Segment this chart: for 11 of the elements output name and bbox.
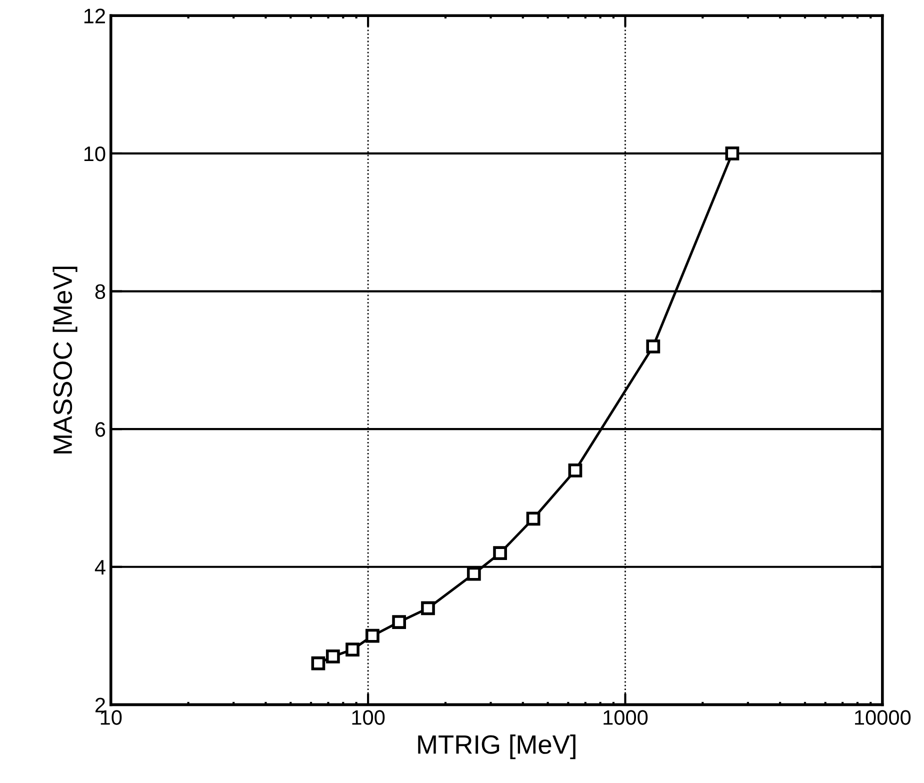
y-tick-label: 6 [95, 422, 106, 437]
y-tick-label: 2 [95, 698, 105, 712]
y-tick-label: 10 [84, 146, 106, 162]
y-tick-label: 4 [94, 560, 106, 574]
x-tick-label: 100 [352, 710, 385, 725]
y-tick-label: 12 [84, 8, 105, 24]
x-axis-title: MTRIG [MeV] [418, 734, 576, 760]
y-tick-label: 8 [95, 284, 106, 300]
y-axis-title: MASSOC [MeV] [52, 266, 78, 454]
x-tick-label: 1000 [604, 710, 648, 725]
x-tick-label: 10000 [855, 710, 911, 725]
